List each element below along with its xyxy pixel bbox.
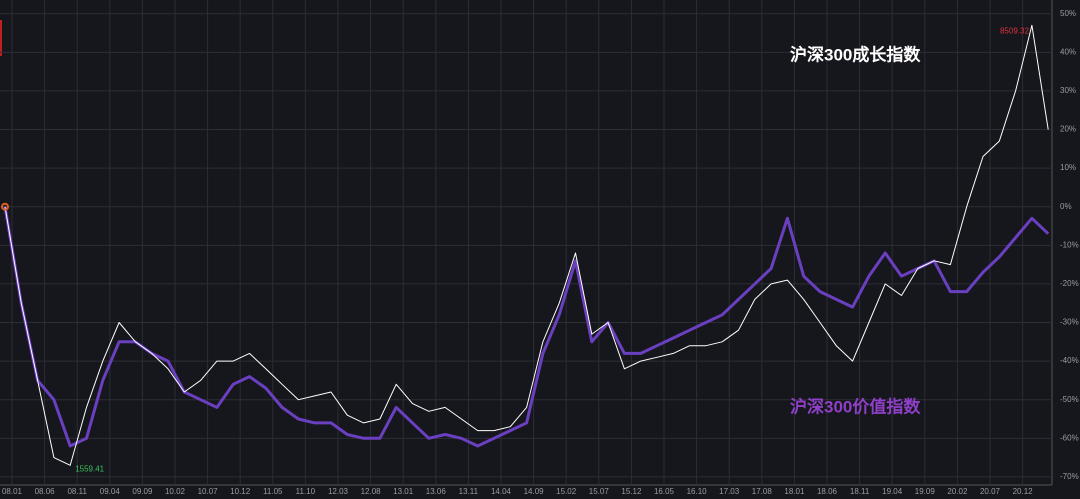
legend-label: 沪深300价值指数 <box>790 396 921 416</box>
x-tick-label: 10.02 <box>165 487 186 496</box>
x-tick-label: 08.11 <box>67 487 87 496</box>
y-tick-label: -10% <box>1060 240 1079 249</box>
y-tick-label: -70% <box>1060 472 1079 481</box>
x-tick-label: 14.04 <box>491 487 512 496</box>
min-annotation: 1559.41 <box>75 464 104 473</box>
x-tick-label: 17.03 <box>719 487 740 496</box>
series-line <box>3 206 1050 448</box>
x-tick-label: 11.10 <box>296 487 316 496</box>
x-tick-label: 08.01 <box>2 487 23 496</box>
y-tick-label: -50% <box>1060 395 1079 404</box>
x-tick-label: 19.04 <box>882 487 903 496</box>
x-tick-label: 11.05 <box>263 487 283 496</box>
y-tick-label: -60% <box>1060 433 1079 442</box>
y-tick-label: 30% <box>1060 86 1076 95</box>
x-tick-label: 09.04 <box>100 487 121 496</box>
x-tick-label: 13.06 <box>426 487 447 496</box>
x-tick-label: 18.11 <box>850 487 870 496</box>
x-tick-label: 15.02 <box>556 487 577 496</box>
x-tick-label: 14.09 <box>524 487 545 496</box>
y-tick-label: -20% <box>1060 279 1079 288</box>
y-tick-label: 0% <box>1060 202 1072 211</box>
y-tick-label: 20% <box>1060 125 1076 134</box>
x-tick-label: 09.09 <box>132 487 153 496</box>
x-tick-label: 12.03 <box>328 487 349 496</box>
x-tick-label: 15.12 <box>621 487 642 496</box>
y-tick-label: 40% <box>1060 47 1076 56</box>
x-tick-label: 13.11 <box>459 487 479 496</box>
y-tick-label: 50% <box>1060 9 1076 18</box>
y-tick-label: 10% <box>1060 163 1076 172</box>
x-tick-label: 18.06 <box>817 487 838 496</box>
x-tick-label: 18.01 <box>784 487 805 496</box>
x-tick-label: 16.05 <box>654 487 675 496</box>
y-tick-label: -40% <box>1060 356 1079 365</box>
legend-label: 沪深300成长指数 <box>790 44 921 64</box>
left-marker <box>0 20 2 56</box>
x-tick-label: 17.08 <box>752 487 773 496</box>
max-annotation: 8509.32 <box>1000 26 1029 35</box>
y-tick-label: -30% <box>1060 318 1079 327</box>
start-marker <box>1 202 9 211</box>
x-tick-label: 19.09 <box>915 487 936 496</box>
x-tick-label: 15.07 <box>589 487 610 496</box>
series-line <box>4 24 1049 466</box>
x-tick-label: 16.10 <box>687 487 708 496</box>
x-tick-label: 10.07 <box>198 487 219 496</box>
x-tick-label: 20.12 <box>1013 487 1034 496</box>
x-tick-label: 08.06 <box>35 487 56 496</box>
x-tick-label: 10.12 <box>230 487 251 496</box>
x-tick-label: 20.02 <box>947 487 968 496</box>
x-tick-label: 20.07 <box>980 487 1001 496</box>
x-tick-label: 13.01 <box>393 487 414 496</box>
x-tick-label: 12.08 <box>361 487 382 496</box>
